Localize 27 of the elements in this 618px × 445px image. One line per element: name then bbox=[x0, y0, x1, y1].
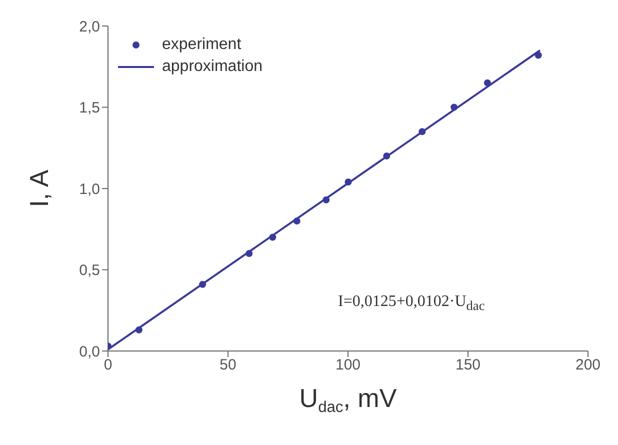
point bbox=[534, 52, 542, 59]
x-tick-label: 150 bbox=[455, 356, 481, 374]
point bbox=[418, 128, 426, 136]
point bbox=[246, 250, 253, 257]
point bbox=[322, 196, 330, 204]
point bbox=[269, 234, 276, 241]
x-tick-label: 200 bbox=[575, 356, 601, 374]
y-tick-label: 2,0 bbox=[79, 18, 100, 36]
annotation: I=0,0125+0,0102·U$_{dac}$ bbox=[338, 293, 485, 314]
x-tick-label: 100 bbox=[335, 356, 361, 374]
y-tick-label: 0,0 bbox=[79, 343, 100, 360]
point bbox=[199, 280, 206, 288]
legend-label: approximation bbox=[162, 57, 262, 77]
point bbox=[383, 152, 390, 160]
y-axis-title: I, A bbox=[24, 169, 54, 208]
x-tick-label: 0 bbox=[104, 356, 112, 374]
point bbox=[484, 79, 491, 86]
point bbox=[450, 104, 458, 111]
point bbox=[135, 326, 142, 334]
point bbox=[293, 218, 300, 224]
y-tick-label: 1,0 bbox=[79, 180, 100, 198]
y-tick-label: 1,5 bbox=[79, 100, 100, 117]
legend-label: experiment bbox=[162, 35, 242, 55]
point bbox=[344, 178, 352, 186]
y-tick-label: 0,5 bbox=[79, 262, 100, 280]
x-tick-label: 50 bbox=[220, 356, 236, 374]
x-axis-title: U$_{dac}$, mV bbox=[299, 383, 398, 416]
